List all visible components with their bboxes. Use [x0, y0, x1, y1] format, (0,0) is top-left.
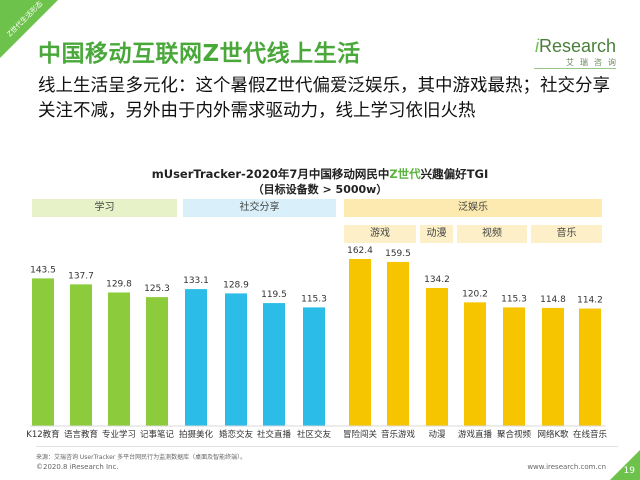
- value-label-8: 115.3: [301, 294, 327, 304]
- value-label-1: 143.5: [30, 265, 56, 275]
- page-title: 中国移动互联网Z世代线上生活: [38, 41, 361, 67]
- logo-prefix: i: [534, 36, 539, 56]
- value-label-2: 137.7: [68, 271, 94, 281]
- subgroup-band-video: 视频: [457, 225, 527, 243]
- corner-tag: Z世代生活形态: [0, 0, 58, 58]
- logo-divider: [534, 68, 616, 69]
- footer-url: www.iresearch.com.cn: [527, 463, 606, 471]
- category-label-10: 音乐游戏: [381, 429, 416, 440]
- category-label-14: 网络K歌: [537, 429, 569, 440]
- category-label-6: 婚恋交友: [219, 429, 254, 440]
- page-number-corner: [610, 450, 640, 480]
- chart-subtitle: （目标设备数 > 5000w）: [252, 183, 388, 196]
- category-label-2: 语言教育: [64, 429, 98, 440]
- group-band-social: 社交分享: [183, 199, 336, 217]
- category-labels-layer: K12教育 语言教育 专业学习 记事笔记 拍摄美化 婚恋交友 社交直播 社区交友 冒险闯关 音乐游…: [26, 429, 607, 440]
- bar-7: [263, 303, 285, 426]
- bar-12: [464, 302, 486, 426]
- bar-2: [70, 284, 92, 426]
- group-band-entertainment: 泛娱乐: [344, 199, 602, 217]
- logo-subtext: 艾瑞咨询: [566, 58, 622, 67]
- group-band-study: 学习: [32, 199, 177, 217]
- footer-divider: [36, 446, 618, 447]
- logo-word: Research: [538, 36, 616, 56]
- bar-9: [349, 258, 371, 426]
- subgroup-band-games: 游戏: [344, 225, 416, 243]
- chart-title-part1: mUserTracker-2020年7月中国移动网民中: [151, 167, 390, 181]
- bar-11: [426, 287, 448, 426]
- subgroup-band-music: 音乐: [531, 225, 602, 243]
- value-label-13: 115.3: [501, 294, 527, 304]
- category-label-13: 聚合视频: [497, 429, 532, 440]
- bars-layer: [32, 258, 601, 426]
- category-label-1: K12教育: [26, 429, 59, 440]
- bar-1: [32, 278, 54, 426]
- value-label-15: 114.2: [577, 296, 603, 306]
- value-label-3: 129.8: [106, 279, 132, 289]
- value-label-11: 134.2: [424, 275, 450, 285]
- value-label-5: 133.1: [183, 276, 209, 286]
- category-label-11: 动漫: [428, 429, 446, 440]
- bar-15: [579, 308, 601, 426]
- page-number: 19: [623, 466, 635, 476]
- category-label-12: 游戏直播: [458, 429, 493, 440]
- category-label-9: 冒险闯关: [343, 429, 378, 440]
- value-label-9: 162.4: [347, 246, 373, 256]
- bar-14: [542, 307, 564, 426]
- bar-5: [185, 289, 207, 426]
- category-label-7: 社交直播: [257, 429, 292, 440]
- chart-title: mUserTracker-2020年7月中国移动网民中Z世代兴趣偏好TGI: [0, 166, 640, 182]
- bar-3: [108, 292, 130, 426]
- footer-copyright: ©2020.8 iResearch Inc.: [36, 463, 119, 471]
- value-label-14: 114.8: [540, 295, 566, 305]
- bar-10: [387, 261, 409, 426]
- value-label-10: 159.5: [385, 249, 411, 259]
- footer-source: 来源：艾瑞咨询 UserTracker 多平台网民行为监测数据库（桌面及智能终端…: [36, 454, 247, 461]
- chart-title-highlight: Z世代: [389, 167, 421, 181]
- value-labels-layer: 143.5 137.7 129.8 125.3 133.1 128.9 119.5 115.3…: [30, 246, 603, 306]
- value-label-12: 120.2: [462, 289, 488, 299]
- bar-4: [146, 297, 168, 426]
- bar-6: [225, 293, 247, 426]
- category-label-3: 专业学习: [102, 429, 136, 440]
- value-label-7: 119.5: [261, 290, 287, 300]
- category-label-5: 拍摄美化: [179, 429, 214, 440]
- subgroup-band-anime: 动漫: [420, 225, 453, 243]
- category-label-8: 社区交友: [297, 429, 332, 440]
- category-label-15: 在线音乐: [573, 429, 608, 440]
- page-subtitle: 线上生活呈多元化：这个暑假Z世代偏爱泛娱乐，其中游戏最热；社交分享关注不减，另外…: [38, 76, 610, 121]
- value-label-4: 125.3: [144, 284, 170, 294]
- bar-8: [303, 307, 325, 426]
- category-label-4: 记事笔记: [140, 429, 175, 440]
- chart-title-part2: 兴趣偏好TGI: [420, 167, 489, 181]
- bar-13: [503, 307, 525, 426]
- value-label-6: 128.9: [223, 280, 249, 290]
- iresearch-logo: iResearch 艾瑞咨询: [535, 36, 616, 68]
